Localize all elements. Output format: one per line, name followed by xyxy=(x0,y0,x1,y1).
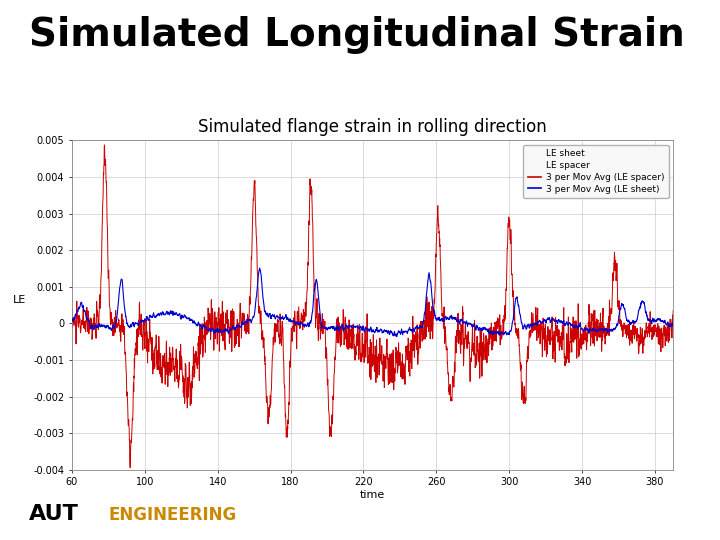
X-axis label: time: time xyxy=(360,490,385,500)
Text: ENGINEERING: ENGINEERING xyxy=(108,506,236,524)
Text: Simulated Longitudinal Strain: Simulated Longitudinal Strain xyxy=(29,16,685,54)
Legend: LE sheet, LE spacer, 3 per Mov Avg (LE spacer), 3 per Mov Avg (LE sheet): LE sheet, LE spacer, 3 per Mov Avg (LE s… xyxy=(523,145,669,198)
Title: Simulated flange strain in rolling direction: Simulated flange strain in rolling direc… xyxy=(198,118,547,136)
Text: AUT: AUT xyxy=(29,504,78,524)
Y-axis label: LE: LE xyxy=(13,295,26,305)
